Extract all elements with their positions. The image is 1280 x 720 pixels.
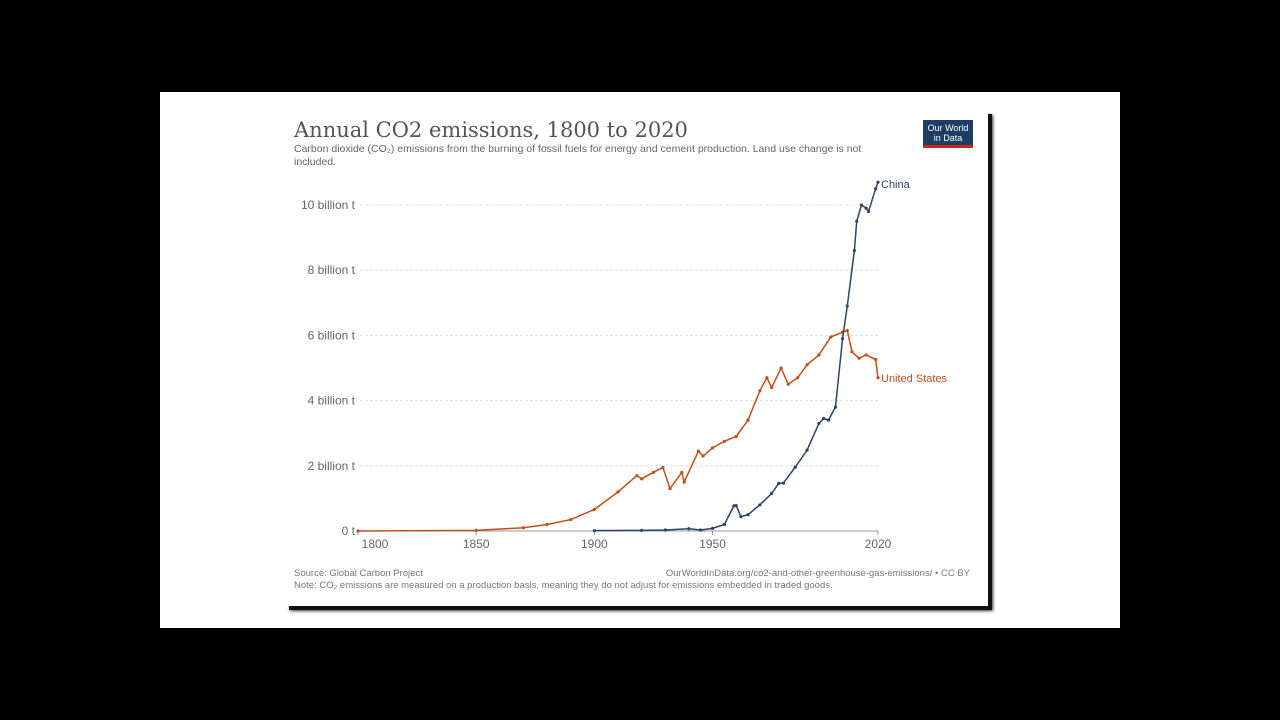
data-point <box>521 526 526 530</box>
data-point <box>569 517 573 522</box>
data-point <box>850 350 854 354</box>
data-point <box>840 337 845 341</box>
data-point <box>770 491 774 496</box>
data-point <box>739 515 743 519</box>
y-tick-label: 6 billion t <box>308 328 356 342</box>
data-point <box>746 513 750 517</box>
data-point <box>864 353 868 357</box>
data-point <box>732 504 736 508</box>
series-label: China <box>881 179 911 191</box>
y-tick-label: 0 t <box>342 524 356 538</box>
data-point <box>635 473 639 478</box>
data-point <box>786 382 790 386</box>
data-point <box>765 376 769 380</box>
data-point <box>696 449 700 453</box>
data-point <box>845 304 849 308</box>
series-line-china <box>594 181 879 532</box>
data-point <box>822 416 826 421</box>
source-url[interactable]: OurWorldInData.org/co2-and-other-greenho… <box>665 568 970 579</box>
data-point <box>859 203 864 207</box>
data-point <box>770 385 774 390</box>
data-point <box>777 481 781 486</box>
data-point <box>680 470 684 474</box>
data-point <box>864 206 868 210</box>
data-point <box>779 366 783 370</box>
data-point <box>758 503 762 507</box>
data-point <box>668 487 672 491</box>
data-point <box>663 528 667 532</box>
chart-card: Annual CO2 emissions, 1800 to 2020 Carbo… <box>160 92 1120 628</box>
y-tick-label: 4 billion t <box>308 394 356 408</box>
owid-logo[interactable]: Our World in Data <box>923 120 973 148</box>
data-point <box>857 356 861 360</box>
data-point <box>699 528 703 532</box>
data-point <box>722 439 726 443</box>
chart-subtitle: Carbon dioxide (CO₂) emissions from the … <box>294 143 862 168</box>
data-point <box>474 528 478 532</box>
data-point <box>640 528 644 532</box>
data-point <box>734 503 738 508</box>
data-point <box>701 454 705 458</box>
data-point <box>661 465 665 470</box>
data-point <box>651 470 656 474</box>
data-point <box>876 376 880 380</box>
data-point <box>876 180 880 184</box>
data-point <box>805 448 809 452</box>
data-point <box>746 418 750 422</box>
data-point <box>817 421 821 426</box>
y-tick-label: 2 billion t <box>308 459 356 473</box>
note-text: Note: CO₂ emissions are measured on a pr… <box>294 580 833 591</box>
line-chart: 0 t 2 billion t 4 billion t 6 billion t 8 bi… <box>301 179 948 551</box>
data-point <box>710 526 715 530</box>
x-tick-label: 2020 <box>865 537 892 551</box>
data-point <box>545 522 549 527</box>
data-point <box>793 465 797 469</box>
data-point <box>687 527 691 531</box>
data-point <box>710 446 715 450</box>
x-tick-label: 1950 <box>699 537 726 551</box>
y-tick-label: 10 billion t <box>301 198 356 212</box>
data-point <box>874 187 878 191</box>
data-point <box>781 481 786 485</box>
source-text: Source: Global Carbon Project <box>294 568 423 579</box>
data-point <box>866 209 871 214</box>
data-point <box>592 529 596 533</box>
data-point <box>833 405 838 409</box>
data-point <box>640 477 644 481</box>
data-point <box>758 389 762 393</box>
data-point <box>356 529 360 533</box>
data-point <box>826 418 830 422</box>
data-point <box>796 376 800 380</box>
data-point <box>852 249 856 253</box>
data-point <box>855 219 859 223</box>
data-point <box>616 490 620 494</box>
data-point <box>845 328 849 333</box>
data-point <box>805 363 809 367</box>
x-tick-label: 1850 <box>463 537 490 551</box>
data-point <box>734 434 738 439</box>
series-line-united-states <box>357 329 879 532</box>
data-point <box>722 522 726 527</box>
series-label: United States <box>881 373 948 385</box>
data-point <box>817 353 821 357</box>
data-point <box>592 507 596 512</box>
data-point <box>829 335 833 339</box>
chart-title: Annual CO2 emissions, 1800 to 2020 <box>294 118 688 142</box>
y-tick-label: 8 billion t <box>308 263 356 277</box>
data-point <box>682 480 686 484</box>
data-point <box>874 357 878 362</box>
x-tick-label: 1900 <box>581 537 608 551</box>
x-tick-label: 1800 <box>362 537 389 551</box>
